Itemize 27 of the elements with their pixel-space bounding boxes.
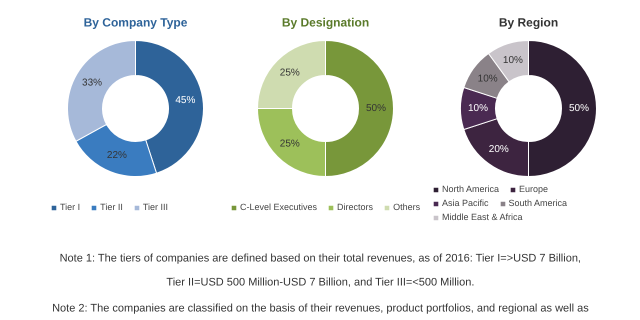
legend-label: Europe <box>519 184 548 194</box>
text: Note 2: The companies are classified on the basis of their revenues, product portfolios, and regional as well as <box>52 302 590 314</box>
data-label: 50% <box>366 103 386 114</box>
legend-label: Others <box>393 202 420 212</box>
legend-label: Directors <box>337 202 374 212</box>
data-label: 10% <box>502 54 524 66</box>
data-label: 20% <box>488 144 509 155</box>
chart-title: By Company Type <box>84 16 188 30</box>
chart-title: By Designation <box>282 16 370 30</box>
legend-label: South America <box>508 198 568 208</box>
data-label: 25% <box>280 138 300 150</box>
legend-label: Middle East & Africa <box>442 212 523 222</box>
legend-label: Tier III <box>142 202 168 212</box>
data-label: 10% <box>478 73 498 84</box>
chart-title: By Region <box>498 16 558 30</box>
legend-label: Asia Pacific <box>442 198 489 208</box>
data-label: 50% <box>568 103 590 114</box>
data-label: 25% <box>280 67 300 78</box>
data-label: 33% <box>82 77 102 88</box>
legend-label: North America <box>442 184 500 194</box>
legend-label: Tier I <box>60 202 80 212</box>
legend-label: C-Level Executives <box>240 202 318 212</box>
data-label: 22% <box>106 150 128 161</box>
data-label: 45% <box>175 95 196 106</box>
text: Note 1: The tiers of companies are defined based on their total revenues, as of 2016: Tier I=>USD 7 Billion, Tier II=USD 500 Million-USD 7 Billion, and Tier III=<500 Million. <box>60 252 582 288</box>
legend-label: Tier II <box>100 202 123 212</box>
data-label: 10% <box>468 103 488 114</box>
